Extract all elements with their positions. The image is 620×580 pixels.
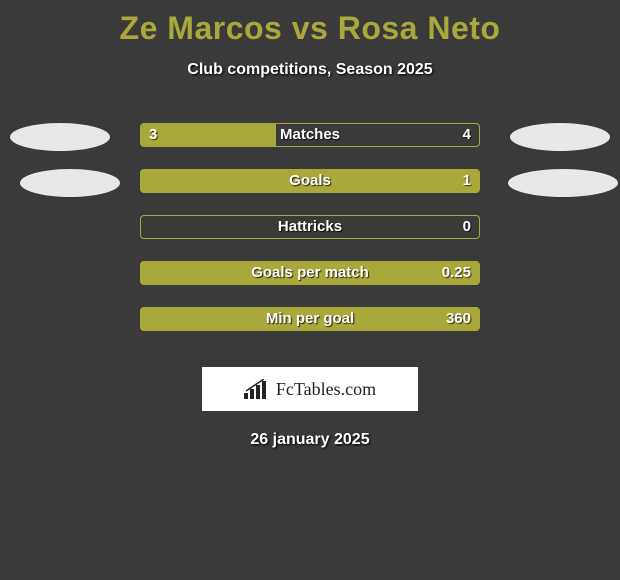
page-subtitle: Club competitions, Season 2025 [0,61,620,79]
value-right: 0 [463,218,471,235]
value-right: 360 [446,310,471,327]
bar-track: Hattricks 0 [140,215,480,239]
comparison-chart: 3 Matches 4 Goals 1 Hattricks 0 Goals pe… [0,123,620,353]
bar-fill-left [141,124,276,146]
stat-row: Hattricks 0 [0,215,620,261]
bar-track: 3 Matches 4 [140,123,480,147]
brand-box[interactable]: FcTables.com [202,367,418,411]
stat-label: Hattricks [141,218,479,235]
bar-fill-right [141,262,479,284]
bar-track: Goals 1 [140,169,480,193]
stat-row: 3 Matches 4 [0,123,620,169]
value-right: 4 [463,126,471,143]
stat-row: Min per goal 360 [0,307,620,353]
date-label: 26 january 2025 [0,431,620,449]
bars-icon [244,379,270,399]
value-right: 1 [463,172,471,189]
stat-row: Goals 1 [0,169,620,215]
value-left: 3 [149,126,157,143]
bar-fill-right [141,308,479,330]
brand-text: FcTables.com [276,379,376,400]
bar-track: Goals per match 0.25 [140,261,480,285]
stat-row: Goals per match 0.25 [0,261,620,307]
value-right: 0.25 [442,264,471,281]
page-title: Ze Marcos vs Rosa Neto [0,0,620,47]
bar-fill-right [141,170,479,192]
bar-track: Min per goal 360 [140,307,480,331]
